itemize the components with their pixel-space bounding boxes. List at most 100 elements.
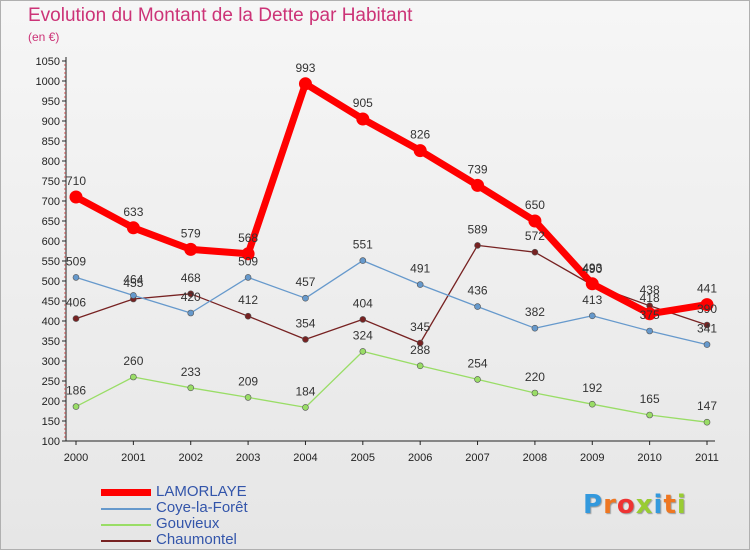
proxiti-logo: Proxiti [583,490,687,520]
data-point [130,292,137,299]
legend-label: Coye-la-Forêt [156,499,248,516]
data-point [646,411,653,419]
chart-legend: LAMORLAYE Coye-la-Forêt Gouvieux Chaumontel [101,483,341,549]
data-point [359,257,367,264]
data-point [474,303,481,310]
data-point [588,400,596,408]
x-tick-label: 2009 [580,452,604,464]
data-label: 288 [410,343,430,357]
chart-title: Evolution du Montant de la Dette par Hab… [28,5,413,26]
data-point [72,274,80,281]
data-point [69,190,83,204]
data-label: 404 [353,296,373,310]
data-label: 568 [238,231,258,245]
legend-swatch [101,489,151,496]
data-label: 382 [525,305,545,319]
y-tick-label: 450 [42,296,60,308]
y-tick-label: 1050 [36,56,60,68]
y-tick-label: 400 [42,316,60,328]
data-label: 579 [181,226,201,240]
data-label: 375 [640,308,660,322]
y-tick-label: 150 [42,416,60,428]
data-point [298,77,312,91]
y-tick-label: 1000 [36,76,60,88]
data-point [356,112,370,126]
x-tick-label: 2005 [351,452,375,464]
data-label: 147 [697,399,717,413]
legend-label: LAMORLAYE [156,483,247,500]
data-point [413,144,427,158]
data-label: 420 [181,290,201,304]
data-point [302,404,309,411]
data-point [700,298,714,312]
series-line-lamorlaye [72,80,711,318]
data-label: 260 [123,354,143,368]
data-label: 633 [123,205,143,219]
x-tick-label: 2004 [293,452,317,464]
data-point [187,384,195,392]
data-point [187,290,195,298]
data-point [244,274,252,281]
data-label: 509 [238,254,258,268]
data-label: 993 [295,61,315,75]
data-point [646,327,653,335]
data-point [531,248,539,256]
chart-series [69,77,714,426]
data-point [531,324,539,332]
y-tick-label: 300 [42,356,60,368]
y-tick-label: 550 [42,256,60,268]
data-point [187,309,195,317]
data-label: 390 [697,302,717,316]
data-point [130,373,137,381]
legend-item: Gouvieux [101,515,341,533]
data-point [416,281,424,288]
data-label: 441 [697,282,717,296]
series-line-coye-la-for-t [75,259,708,346]
data-point [72,315,80,322]
data-label: 650 [525,198,545,212]
x-tick-label: 2007 [465,452,489,464]
y-tick-label: 900 [42,116,60,128]
data-label: 457 [295,275,315,289]
y-tick-label: 600 [42,236,60,248]
x-tick-label: 2008 [523,452,547,464]
data-label: 186 [66,384,86,398]
data-point [126,221,140,235]
data-label: 455 [123,276,143,290]
data-label: 165 [640,392,660,406]
data-label: 254 [468,356,488,370]
data-point [474,242,481,249]
x-tick-label: 2000 [64,452,88,464]
data-point [302,294,309,302]
data-point [302,336,309,343]
data-point [359,348,367,355]
data-label: 493 [582,261,602,275]
data-point [359,316,367,323]
data-label: 464 [123,272,143,286]
y-tick-label: 200 [42,396,60,408]
data-label: 509 [66,254,86,268]
data-label: 412 [238,293,258,307]
y-tick-label: 650 [42,216,60,228]
legend-swatch [101,524,151,526]
chart-axes: 100 150 200 250 300 350 400 450 500 550 600 650 700 7… [36,56,719,464]
data-label: 354 [295,316,315,330]
data-label: 826 [410,128,430,142]
data-point [703,418,711,426]
data-label: 184 [295,384,315,398]
y-tick-label: 250 [42,376,60,388]
data-label: 551 [353,238,373,252]
y-tick-label: 350 [42,336,60,348]
data-label: 341 [697,322,717,336]
data-label: 739 [468,162,488,176]
series-line-gouvieux [75,350,708,423]
y-tick-label: 500 [42,276,60,288]
data-point [474,376,481,383]
legend-label: Chaumontel [156,531,237,548]
data-point [184,242,198,256]
data-label: 490 [582,262,602,276]
data-point [585,277,599,291]
data-label: 345 [410,320,430,334]
data-point [416,339,424,347]
